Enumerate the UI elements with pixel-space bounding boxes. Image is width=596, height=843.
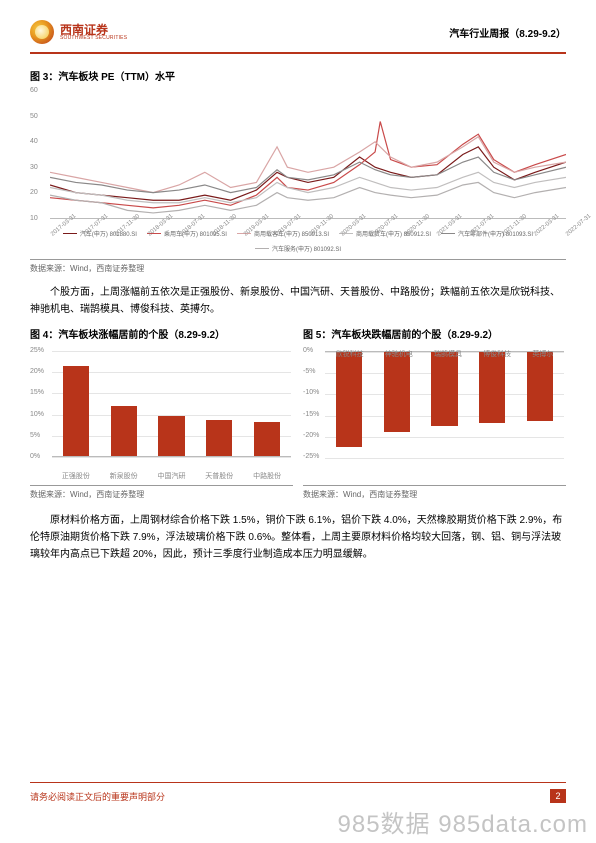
fig4-title: 图 4：汽车板块涨幅居前的个股（8.29-9.2） xyxy=(30,326,293,341)
logo-en: SOUTHWEST SECURITIES xyxy=(60,36,127,41)
logo-text: 西南证券 SOUTHWEST SECURITIES xyxy=(60,24,127,41)
paragraph-2: 原材料价格方面，上周钢材综合价格下跌 1.5%，铜价下跌 6.1%，铝价下跌 4… xyxy=(30,512,566,563)
fig4-plot xyxy=(52,351,291,457)
fig5-chart: 0%-5%-10%-15%-20%-25% 欣锐科技神驰机电瑞鹄模具博俊科技英搏… xyxy=(303,345,566,485)
fig3-chart: 605040302010 2017-03-312017-07-312017-11… xyxy=(30,87,566,257)
logo: 西南证券 SOUTHWEST SECURITIES xyxy=(30,20,127,44)
page-footer: 请务必阅读正文后的重要声明部分 2 xyxy=(30,785,566,803)
fig4-xaxis: 正强股份新泉股份中国汽研天普股份中路股份 xyxy=(52,471,291,481)
watermark: 985数据 985data.com xyxy=(338,804,588,839)
page-number: 2 xyxy=(550,789,566,803)
fig5-source: 数据来源：Wind，西南证券整理 xyxy=(303,485,566,500)
fig4-source: 数据来源：Wind，西南证券整理 xyxy=(30,485,293,500)
fig3-title: 图 3：汽车板块 PE（TTM）水平 xyxy=(30,68,566,83)
page-header: 西南证券 SOUTHWEST SECURITIES 汽车行业周报（8.29-9.… xyxy=(0,0,596,52)
fig5-title: 图 5：汽车板块跌幅居前的个股（8.29-9.2） xyxy=(303,326,566,341)
fig5-plot xyxy=(325,351,564,457)
logo-cn: 西南证券 xyxy=(60,24,127,36)
fig4-chart: 25%20%15%10%5%0% 正强股份新泉股份中国汽研天普股份中路股份 xyxy=(30,345,293,485)
footer-divider xyxy=(30,782,566,783)
fig5-xaxis: 欣锐科技神驰机电瑞鹄模具博俊科技英搏尔 xyxy=(325,349,564,359)
footer-disclaimer: 请务必阅读正文后的重要声明部分 xyxy=(30,790,165,803)
fig3-source: 数据来源：Wind，西南证券整理 xyxy=(30,259,566,274)
header-title: 汽车行业周报（8.29-9.2） xyxy=(449,25,566,40)
fig3-xaxis: 2017-03-312017-07-312017-11-302018-03-31… xyxy=(50,233,566,239)
paragraph-1: 个股方面，上周涨幅前五依次是正强股份、新泉股份、中国汽研、天普股份、中路股份；跌… xyxy=(30,284,566,318)
fig3-plot xyxy=(50,91,566,219)
logo-icon xyxy=(30,20,54,44)
fig4-5-row: 图 4：汽车板块涨幅居前的个股（8.29-9.2） 25%20%15%10%5%… xyxy=(30,326,566,510)
header-divider xyxy=(30,52,566,54)
